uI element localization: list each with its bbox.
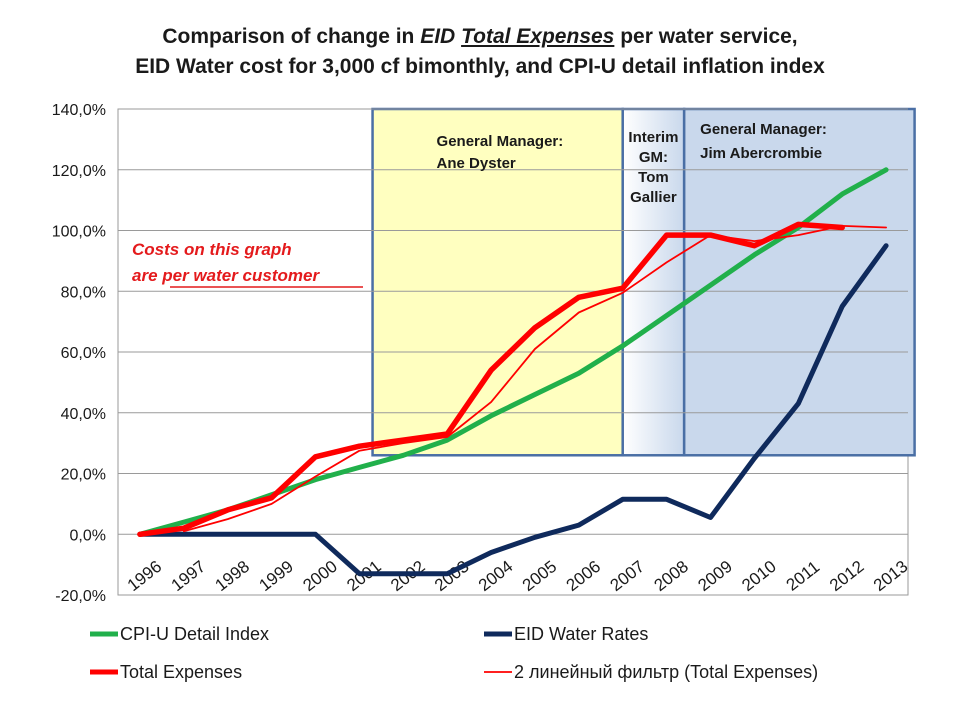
series-line-expenses [137,221,845,538]
x-tick-label: 2005 [519,557,561,595]
y-tick-label: 120,0% [52,163,106,180]
y-tick-label: 60,0% [61,345,106,362]
gm-label-interim: Interim GM: Tom Gallier [628,129,678,206]
gm-label-abercrombie: General Manager: Jim Abercrombie [700,121,827,162]
gm-label-dyster: General Manager: Ane Dyster [437,133,564,172]
grid-layer [118,108,908,596]
x-tick-label: 2006 [563,557,605,595]
y-tick-label: 40,0% [61,406,106,423]
legend-label-filter: 2 линейный фильтр (Total Expenses) [514,662,818,682]
x-tick-label: 2012 [826,557,868,595]
legend-label-water: EID Water Rates [514,624,648,644]
x-tick-label: 2008 [650,557,692,595]
y-tick-label: 0,0% [70,527,106,544]
x-tick-label: 1996 [124,557,166,595]
x-tick-label: 2009 [694,557,736,595]
x-tick-label: 2013 [870,557,912,595]
title-line-2: EID Water cost for 3,000 cf bimonthly, a… [135,55,825,78]
gm-panel-dyster [371,107,624,457]
legend-label-cpi: CPI-U Detail Index [120,624,269,644]
x-tick-label: 2000 [299,557,341,595]
title-line-1: Comparison of change in EID Total Expens… [162,25,798,48]
y-tick-label: 100,0% [52,224,106,241]
chart-title: Comparison of change in EID Total Expens… [0,22,960,82]
series-line-water [137,243,889,577]
x-tick-label: 1999 [255,557,297,595]
per-customer-note: Costs on this graph are per water custome… [132,240,320,285]
legend: CPI-U Detail Index EID Water Rates Total E… [90,624,818,682]
legend-label-expenses: Total Expenses [120,662,242,682]
x-tick-label: 2004 [475,557,517,595]
x-tick-label: 2010 [738,557,780,595]
y-tick-label: 80,0% [61,284,106,301]
y-tick-label: 140,0% [52,102,106,119]
x-tick-label: 1998 [212,557,254,595]
x-tick-label: 2011 [783,557,824,594]
y-tick-label: 20,0% [61,467,106,484]
annotation-layer: General Manager: Ane Dyster Interim GM: Tom G… [132,121,827,288]
y-tick-label: -20,0% [55,588,106,605]
series-layer [137,167,889,577]
x-tick-label: 2007 [607,557,649,595]
x-tick-label: 1997 [168,557,210,595]
